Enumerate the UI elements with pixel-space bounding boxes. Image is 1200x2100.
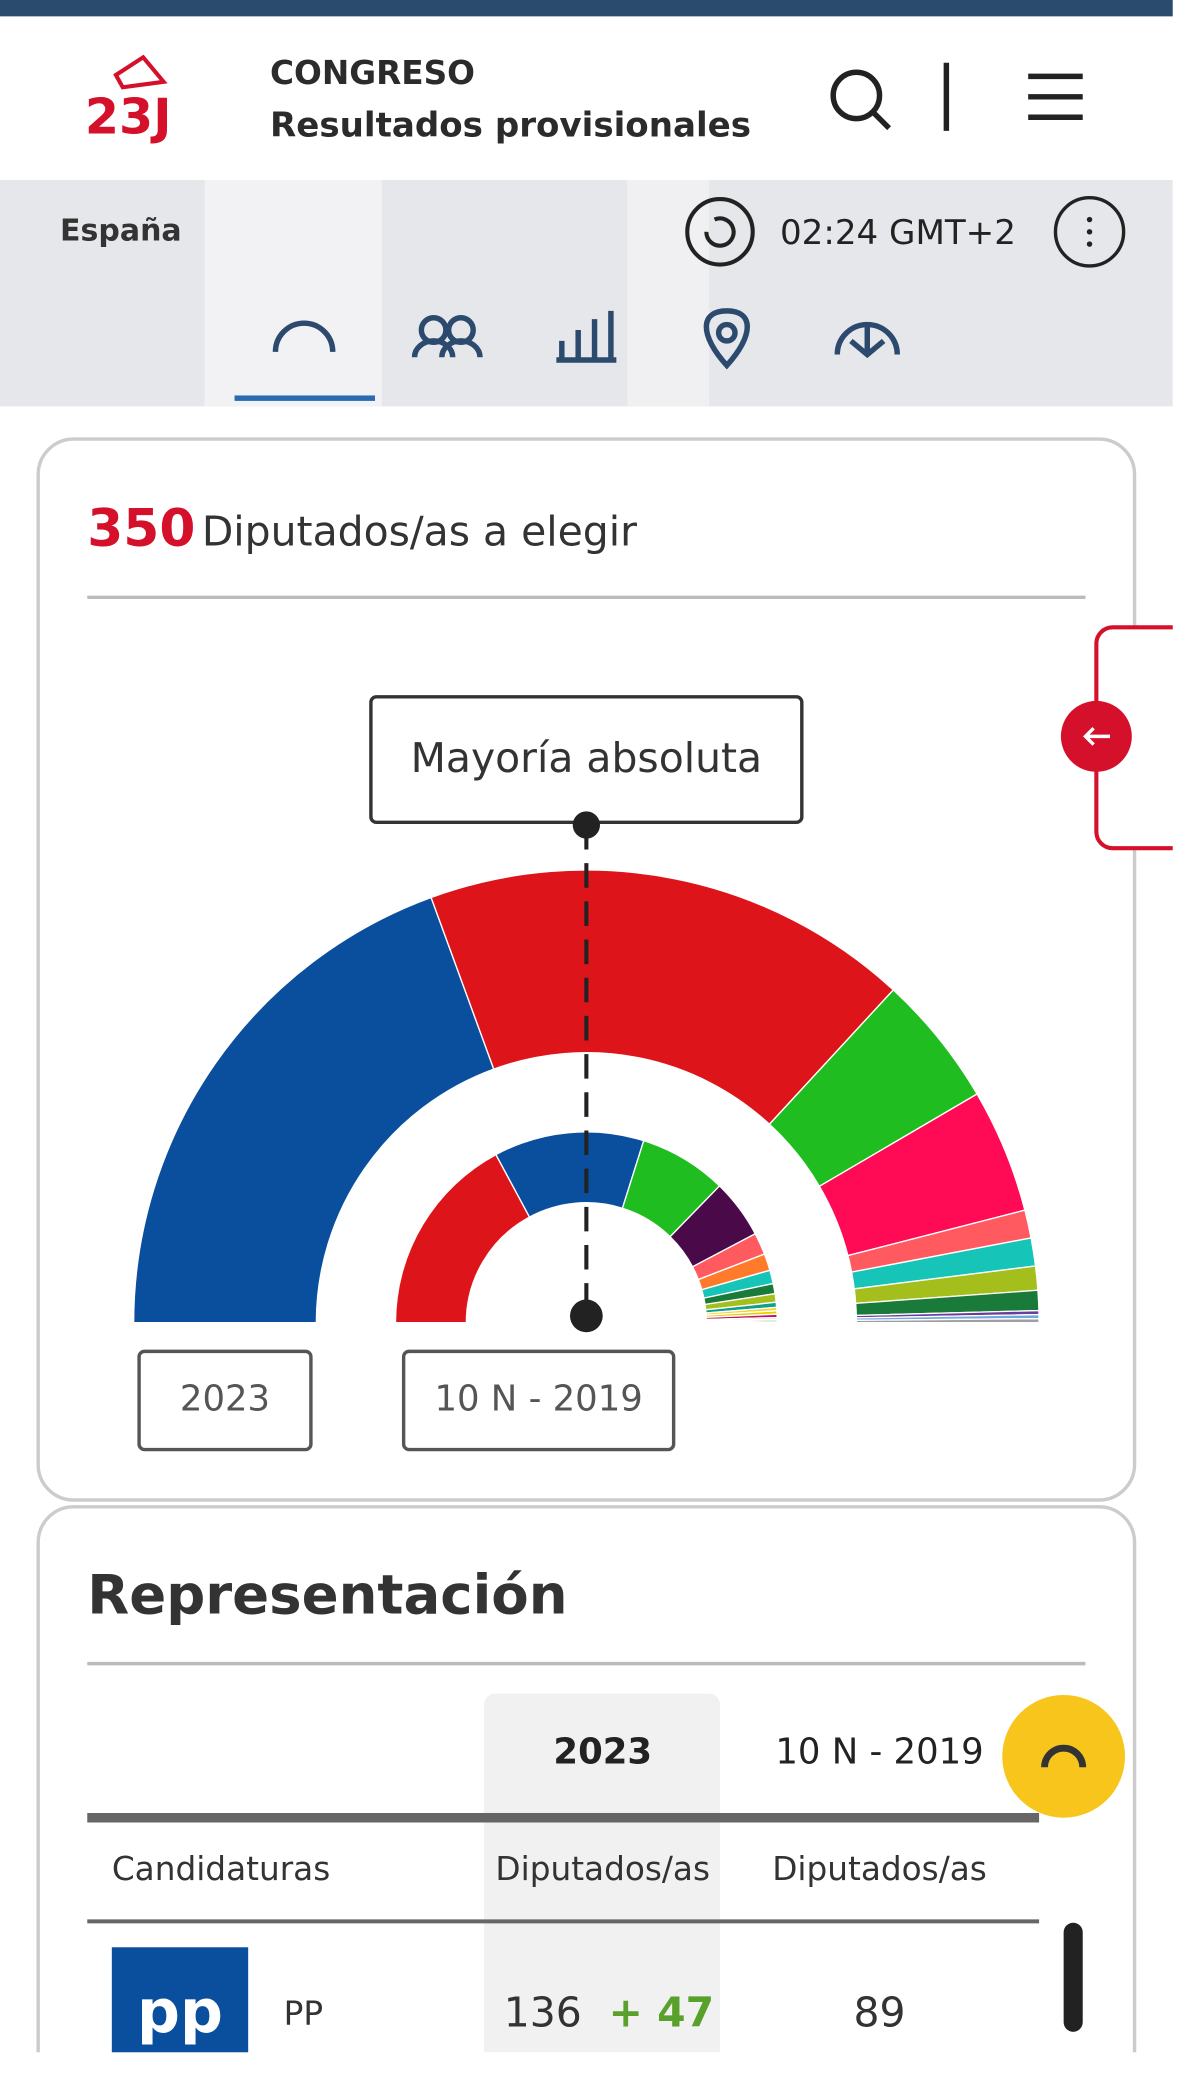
seat-total-label: Diputados/as a elegir — [202, 508, 637, 556]
hemicycle-segment[interactable] — [705, 1320, 778, 1324]
column-header[interactable]: 2023 — [553, 1732, 652, 1773]
legend-label: 2023 — [180, 1378, 270, 1419]
table-header: Candidaturas — [112, 1850, 330, 1888]
party-logo — [111, 1947, 249, 2057]
side-panel-tab[interactable] — [1060, 625, 1173, 851]
annotation: Mayoría absoluta — [411, 734, 762, 782]
hemicycle-segment[interactable] — [132, 896, 495, 1324]
tab-hemicycle[interactable] — [272, 320, 336, 352]
hemicycle-segment[interactable] — [430, 869, 895, 1126]
scroll-top-button[interactable] — [1002, 1695, 1125, 1818]
banner-column — [627, 180, 710, 407]
majority-dot — [572, 811, 600, 839]
seat-change: + 47 — [609, 1988, 714, 2036]
column-header[interactable]: 10 N - 2019 — [775, 1732, 983, 1773]
tab-compare[interactable] — [834, 321, 900, 359]
region[interactable]: España — [60, 213, 182, 248]
table-header: Diputados/as — [772, 1850, 987, 1888]
banner — [0, 180, 1173, 407]
refresh-icon[interactable] — [685, 197, 755, 267]
majority-dot — [570, 1299, 603, 1333]
legend-label: 10 N - 2019 — [434, 1378, 642, 1419]
header-title: CONGRESO — [270, 54, 475, 92]
header-subtitle: Resultados provisionales — [270, 105, 751, 145]
legend-box[interactable] — [137, 1349, 313, 1452]
logo-text: 23J — [85, 88, 172, 146]
search-icon[interactable] — [830, 69, 892, 131]
tab-active — [234, 395, 375, 401]
hemicycle-segment[interactable] — [855, 1317, 1040, 1324]
tab-map[interactable] — [703, 308, 750, 370]
top-bar — [0, 0, 1173, 17]
tab-candidates[interactable] — [411, 315, 483, 358]
party-name: PP — [284, 1994, 323, 2032]
scrollbar[interactable] — [1063, 1922, 1083, 2032]
legend-box[interactable] — [401, 1349, 676, 1452]
menu-icon[interactable] — [1028, 73, 1083, 120]
column-highlight — [484, 1693, 720, 2062]
seats: 136 — [504, 1988, 582, 2036]
banner-column — [204, 180, 382, 407]
prev-seats: 89 — [854, 1988, 906, 2036]
more-icon[interactable] — [1053, 196, 1126, 268]
section-title: Representación — [87, 1562, 567, 1626]
party-logo-text: pp — [137, 1977, 223, 2047]
hemicycle — [132, 869, 1040, 1324]
tab-bars[interactable] — [556, 310, 617, 363]
logo[interactable]: 23J — [85, 54, 172, 146]
bottom-cut — [0, 2052, 1200, 2100]
update-time: 02:24 GMT+2 — [780, 213, 1016, 253]
table-header: Diputados/as — [495, 1850, 710, 1888]
seat-total: 350 — [87, 499, 195, 559]
